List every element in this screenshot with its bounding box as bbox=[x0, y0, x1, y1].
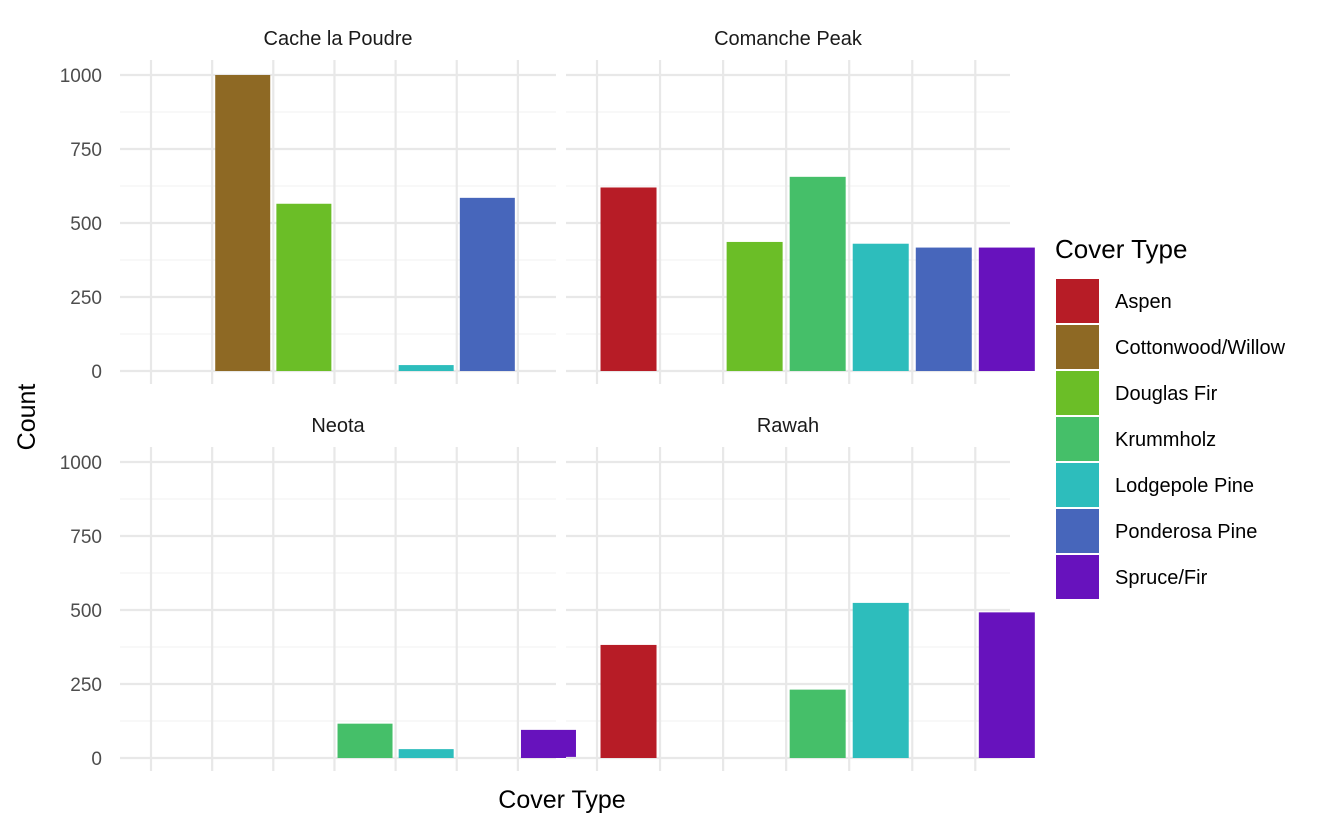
facet-label: Neota bbox=[311, 415, 365, 437]
legend-label-ponderosa-pine: Ponderosa Pine bbox=[1115, 521, 1257, 543]
y-tick-label: 500 bbox=[70, 601, 102, 622]
legend-swatch-aspen bbox=[1056, 279, 1099, 323]
bar-rawah-aspen bbox=[600, 644, 657, 758]
y-axis-title: Count bbox=[13, 384, 41, 451]
x-axis-title: Cover Type bbox=[498, 786, 625, 814]
bar-rawah-spruce-fir bbox=[978, 612, 1035, 758]
y-tick-label: 250 bbox=[70, 675, 102, 696]
facet-panel-comanche-peak: Comanche Peak bbox=[566, 28, 1035, 384]
facet-panel-rawah: Rawah bbox=[566, 415, 1035, 771]
legend-swatch-spruce-fir bbox=[1056, 555, 1099, 599]
legend-title: Cover Type bbox=[1055, 234, 1187, 264]
legend-swatch-cottonwood-willow bbox=[1056, 325, 1099, 369]
bar-comanche-peak-spruce-fir bbox=[978, 247, 1035, 371]
y-tick-label: 750 bbox=[70, 527, 102, 548]
bar-neota-lodgepole-pine bbox=[398, 749, 454, 758]
bar-cache-la-poudre-douglas-fir bbox=[276, 203, 332, 371]
bar-comanche-peak-ponderosa-pine bbox=[915, 247, 972, 371]
facet-panel-cache-la-poudre: Cache la Poudre 0 250 500 750 1000 bbox=[60, 28, 556, 384]
legend-label-cottonwood-willow: Cottonwood/Willow bbox=[1115, 337, 1286, 359]
y-tick-label: 500 bbox=[70, 214, 102, 235]
legend-label-krummholz: Krummholz bbox=[1115, 429, 1216, 451]
bar-rawah-krummholz bbox=[789, 689, 846, 758]
y-tick-label: 1000 bbox=[60, 453, 102, 474]
bar-rawah-lodgepole-pine bbox=[852, 602, 909, 758]
y-tick-label: 0 bbox=[91, 362, 102, 383]
y-tick-label: 1000 bbox=[60, 66, 102, 87]
facet-panel-neota: Neota 0 250 500 750 1000 bbox=[60, 415, 576, 771]
panels-layer: Cache la Poudre 0 250 500 750 1000 Comanche Pe… bbox=[60, 28, 1035, 771]
bar-cache-la-poudre-cottonwood-willow bbox=[215, 75, 271, 371]
y-tick-label: 0 bbox=[91, 749, 102, 770]
bar-cache-la-poudre-lodgepole-pine bbox=[398, 365, 454, 371]
legend-swatch-ponderosa-pine bbox=[1056, 509, 1099, 553]
legend-swatch-lodgepole-pine bbox=[1056, 463, 1099, 507]
y-tick-label: 750 bbox=[70, 140, 102, 161]
legend: Cover Type Aspen Cottonwood/Willow Douglas… bbox=[1055, 234, 1286, 599]
facet-label: Cache la Poudre bbox=[264, 28, 413, 50]
bar-comanche-peak-krummholz bbox=[789, 176, 846, 371]
y-tick-label: 250 bbox=[70, 288, 102, 309]
facet-label: Rawah bbox=[757, 415, 819, 437]
bar-comanche-peak-lodgepole-pine bbox=[852, 243, 909, 371]
legend-label-douglas-fir: Douglas Fir bbox=[1115, 383, 1218, 405]
bar-comanche-peak-douglas-fir bbox=[726, 241, 783, 371]
legend-swatch-krummholz bbox=[1056, 417, 1099, 461]
bar-neota-spruce-fir bbox=[520, 729, 576, 758]
bar-neota-krummholz bbox=[337, 723, 393, 758]
legend-label-spruce-fir: Spruce/Fir bbox=[1115, 567, 1208, 589]
bar-comanche-peak-aspen bbox=[600, 187, 657, 371]
legend-label-aspen: Aspen bbox=[1115, 291, 1172, 313]
legend-swatch-douglas-fir bbox=[1056, 371, 1099, 415]
bar-cache-la-poudre-ponderosa-pine bbox=[459, 197, 515, 371]
legend-items: Aspen Cottonwood/Willow Douglas Fir Krummho… bbox=[1056, 279, 1286, 599]
legend-label-lodgepole-pine: Lodgepole Pine bbox=[1115, 475, 1254, 497]
facet-label: Comanche Peak bbox=[714, 28, 863, 50]
